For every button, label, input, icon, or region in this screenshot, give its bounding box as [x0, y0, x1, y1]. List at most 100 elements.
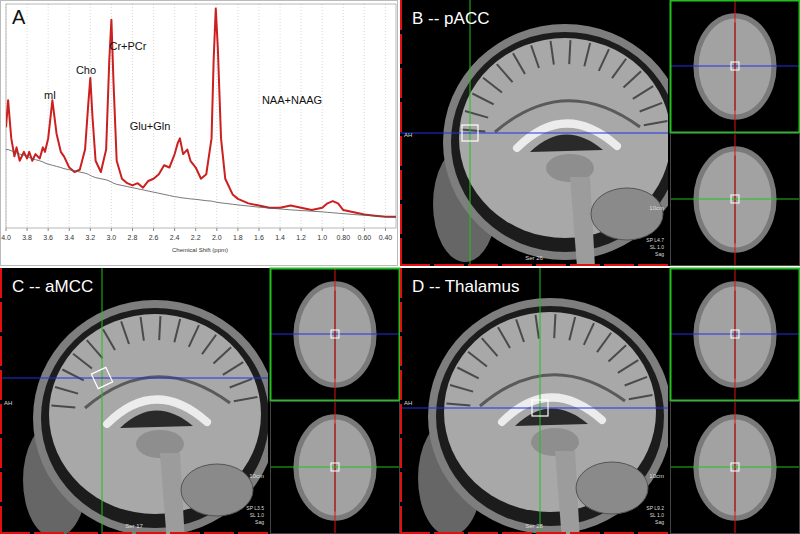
- skull: [436, 306, 664, 526]
- sulcus: [230, 379, 252, 388]
- inset-crosshair: [670, 66, 800, 67]
- orientation-label: AH: [404, 132, 412, 138]
- frame-edge: [400, 264, 668, 266]
- frame-edge: [400, 0, 402, 266]
- tick-mark: [153, 228, 154, 231]
- tick-mark: [90, 228, 91, 231]
- grid-line: [385, 4, 386, 228]
- sulcus: [461, 129, 485, 131]
- tick-label: 1.6: [254, 234, 264, 241]
- tick-label: 3.0: [107, 234, 117, 241]
- frame-edge: [400, 268, 402, 534]
- tick-mark: [216, 228, 217, 231]
- grid-line: [132, 4, 133, 228]
- frame-edge: [0, 268, 2, 534]
- inset-roi: [731, 62, 739, 70]
- sulcus: [472, 94, 493, 105]
- figure: 4.03.83.63.43.23.02.82.62.42.22.01.81.61…: [0, 0, 800, 534]
- slice-label: SL 1.0: [250, 512, 264, 518]
- cerebellum: [576, 462, 648, 514]
- tick-mark: [237, 228, 238, 231]
- tick-mark: [364, 228, 365, 231]
- sulcus: [202, 335, 216, 354]
- grid-line: [280, 4, 281, 228]
- sagittal-image: [400, 268, 668, 534]
- grid-line: [364, 4, 365, 228]
- sulcus: [189, 325, 199, 347]
- tick-mark: [27, 228, 28, 231]
- grid-line: [322, 4, 323, 228]
- sulcus: [551, 41, 554, 65]
- tick-label: 2.4: [170, 234, 180, 241]
- grid-line: [153, 4, 154, 228]
- sulcus: [597, 333, 611, 352]
- crosshair-horizontal: [0, 377, 268, 378]
- slice-label: SL 1.0: [650, 244, 664, 250]
- sulcus: [618, 360, 638, 373]
- tick-label: 0.60: [358, 234, 372, 241]
- series-label: Ser 26: [525, 255, 543, 261]
- tick-label: 2.0: [212, 234, 222, 241]
- crosshair-horizontal: [400, 132, 668, 133]
- position-label: SP L9.2: [646, 505, 664, 511]
- orientation-label: AH: [4, 400, 12, 406]
- inset-background: [670, 268, 800, 401]
- roi-voxel: [91, 367, 112, 388]
- inset-frame: [671, 134, 800, 266]
- tick-label: 1.2: [296, 234, 306, 241]
- tick-label: 3.6: [43, 234, 53, 241]
- sulcus: [482, 338, 498, 356]
- position-label: SP L4.7: [646, 237, 664, 243]
- panel-title: B -- pACC: [412, 9, 489, 28]
- view-label: Sag: [255, 519, 264, 525]
- sulcus: [625, 377, 647, 386]
- panel-label: A: [12, 6, 26, 28]
- inset-frame: [271, 269, 400, 401]
- ventricle: [120, 410, 193, 428]
- sulcus: [234, 397, 258, 401]
- sulcus: [446, 403, 470, 405]
- brainstem: [570, 177, 595, 266]
- tick-mark: [111, 228, 112, 231]
- frame-edge: [0, 532, 268, 534]
- sulcus: [513, 53, 525, 74]
- tick-label: 4.0: [1, 234, 11, 241]
- sulcus: [55, 387, 78, 394]
- sulcus: [599, 49, 609, 71]
- inset-crosshair: [270, 334, 400, 335]
- tick-label: 2.6: [149, 234, 159, 241]
- sulcus: [584, 43, 590, 66]
- annotation: mI: [44, 89, 56, 101]
- inset-roi: [731, 195, 739, 203]
- scalp: [428, 298, 668, 534]
- sulcus: [450, 385, 473, 392]
- inset-roi: [331, 330, 339, 338]
- sulcus: [468, 352, 487, 367]
- sulcus: [62, 370, 83, 381]
- scale-label: 10cm: [249, 473, 264, 479]
- tick-mark: [48, 228, 49, 231]
- sulcus: [141, 317, 144, 341]
- roi-voxel: [532, 400, 548, 416]
- sulcus: [624, 71, 642, 87]
- sagittal-image: [400, 0, 668, 266]
- sulcus: [103, 329, 115, 350]
- tick-label: 0.80: [336, 234, 350, 241]
- tick-mark: [343, 228, 344, 231]
- sulcus: [569, 317, 575, 340]
- orientation-label: AH: [404, 400, 412, 406]
- annotation: NAA+NAAG: [262, 94, 322, 106]
- series-label: Ser 17: [125, 523, 143, 529]
- tick-mark: [132, 228, 133, 231]
- cerebellum: [181, 464, 253, 516]
- annotation: Cho: [76, 64, 96, 76]
- grid-line: [48, 4, 49, 228]
- sagittal-image: [0, 268, 268, 534]
- crosshair-horizontal: [400, 407, 668, 408]
- sulcus: [612, 59, 626, 78]
- position-label: SP L3.5: [246, 505, 264, 511]
- inset-crosshair: [270, 467, 400, 468]
- plot-area: [6, 8, 396, 217]
- sulcus: [536, 315, 539, 339]
- grid-line: [237, 4, 238, 228]
